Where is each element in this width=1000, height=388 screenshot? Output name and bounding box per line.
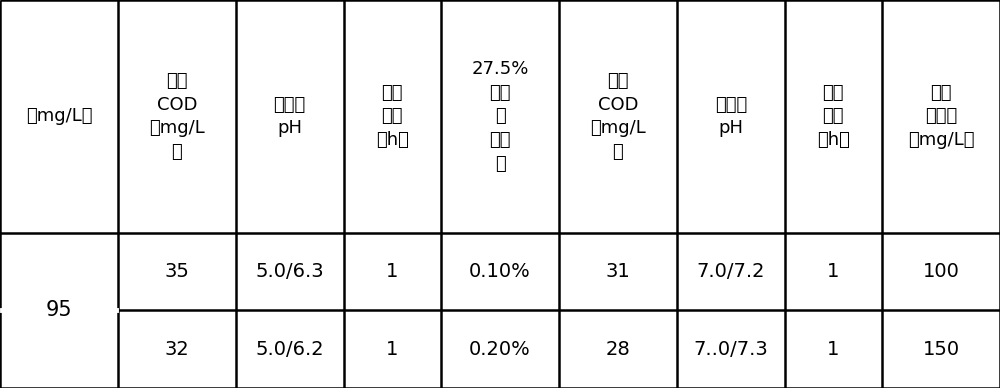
Text: 出水
COD
（mg/L
）: 出水 COD （mg/L ）	[149, 72, 205, 161]
Text: 7..0/7.3: 7..0/7.3	[693, 340, 768, 359]
Text: 31: 31	[606, 262, 630, 281]
Text: 27.5%
双氧
水
投加
量: 27.5% 双氧 水 投加 量	[471, 60, 529, 173]
Text: 5.0/6.2: 5.0/6.2	[255, 340, 324, 359]
Text: 臭氧
投加量
（mg/L）: 臭氧 投加量 （mg/L）	[908, 84, 974, 149]
Text: 28: 28	[606, 340, 630, 359]
Text: 100: 100	[923, 262, 959, 281]
Text: 0.10%: 0.10%	[469, 262, 531, 281]
Text: 停留
时间
（h）: 停留 时间 （h）	[817, 84, 850, 149]
Text: 1: 1	[386, 340, 398, 359]
Text: 进出水
pH: 进出水 pH	[274, 95, 306, 137]
Text: 进出水
pH: 进出水 pH	[715, 95, 747, 137]
Text: 95: 95	[46, 300, 72, 320]
Text: 停留
时间
（h）: 停留 时间 （h）	[376, 84, 409, 149]
Text: 1: 1	[827, 262, 840, 281]
Text: 35: 35	[164, 262, 189, 281]
Text: 出水
COD
（mg/L
）: 出水 COD （mg/L ）	[590, 72, 646, 161]
Text: 150: 150	[922, 340, 960, 359]
Text: （mg/L）: （mg/L）	[26, 107, 92, 125]
Text: 7.0/7.2: 7.0/7.2	[697, 262, 765, 281]
Text: 1: 1	[386, 262, 398, 281]
Text: 32: 32	[165, 340, 189, 359]
Text: 5.0/6.3: 5.0/6.3	[255, 262, 324, 281]
Text: 0.20%: 0.20%	[469, 340, 531, 359]
Text: 1: 1	[827, 340, 840, 359]
